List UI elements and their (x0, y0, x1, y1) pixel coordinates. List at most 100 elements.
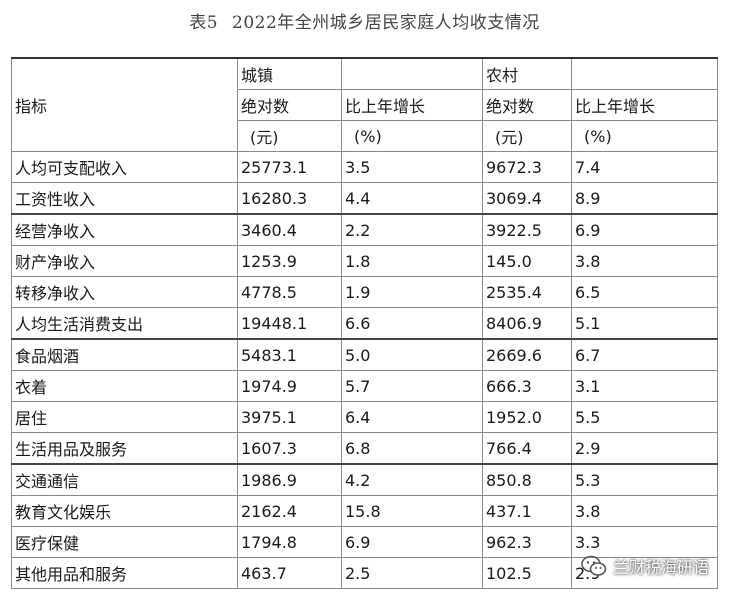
rural-absolute-cell: 1952.0 (482, 401, 572, 433)
watermark-text: 兰财税海研语 (612, 558, 709, 577)
table-row: 生活用品及服务 1607.3 6.8 766.4 2.9 (11, 432, 718, 465)
rural-header-blank (571, 57, 718, 90)
urban-absolute-cell: 5483.1 (237, 338, 342, 371)
row-label: 教育文化娱乐 (11, 495, 238, 527)
rural-header: 农村 (482, 57, 572, 90)
table-row: 其他用品和服务 463.7 2.5 102.5 2.9 (11, 557, 718, 589)
urban-growth-cell: 5.7 (341, 370, 483, 402)
table-title: 表5 2022年全州城乡居民家庭人均收支情况 (0, 8, 729, 33)
rural-absolute-cell: 2669.6 (482, 338, 572, 371)
table-number: 表5 (189, 13, 219, 33)
rural-absolute-cell: 437.1 (482, 495, 572, 527)
rural-growth-cell: 6.7 (571, 338, 718, 371)
table-row: 教育文化娱乐 2162.4 15.8 437.1 3.8 (11, 495, 718, 527)
income-expenditure-table: 指标 城镇 农村 绝对数 比上年增长 绝对数 比上年增长 (元) (%) (元)… (11, 57, 718, 589)
urban-growth-cell: 4.4 (341, 182, 483, 215)
row-label: 人均可支配收入 (11, 151, 238, 183)
urban-absolute-cell: 1794.8 (237, 526, 342, 558)
urban-absolute-cell: 1986.9 (237, 463, 342, 496)
urban-growth-cell: 6.9 (341, 526, 483, 558)
rural-growth-cell: 5.1 (571, 307, 718, 340)
table-caption: 2022年全州城乡居民家庭人均收支情况 (232, 13, 540, 33)
urban-absolute-cell: 1974.9 (237, 370, 342, 402)
rural-absolute-cell: 2535.4 (482, 276, 572, 308)
table-row: 工资性收入 16280.3 4.4 3069.4 8.9 (11, 182, 718, 215)
urban-absolute-header: 绝对数 (237, 89, 342, 121)
table-row: 经营净收入 3460.4 2.2 3922.5 6.9 (11, 213, 718, 246)
urban-growth-cell: 5.0 (341, 338, 483, 371)
rural-growth-cell: 6.5 (571, 276, 718, 308)
row-label: 居住 (11, 401, 238, 433)
wechat-icon (581, 555, 607, 576)
rural-growth-cell: 2.9 (571, 432, 718, 465)
urban-growth-cell: 3.5 (341, 151, 483, 183)
table-row: 交通通信 1986.9 4.2 850.8 5.3 (11, 463, 718, 496)
urban-absolute-cell: 3975.1 (237, 401, 342, 433)
urban-growth-cell: 1.9 (341, 276, 483, 308)
rural-unit-yuan: (元) (482, 120, 572, 152)
table-row: 人均可支配收入 25773.1 3.5 9672.3 7.4 (11, 151, 718, 183)
urban-growth-cell: 15.8 (341, 495, 483, 527)
rural-growth-cell: 5.5 (571, 401, 718, 433)
rural-unit-pct: (%) (571, 120, 718, 152)
urban-absolute-cell: 4778.5 (237, 276, 342, 308)
row-label: 转移净收入 (11, 276, 238, 308)
row-label: 人均生活消费支出 (11, 307, 238, 340)
urban-growth-cell: 2.5 (341, 557, 483, 589)
rural-growth-cell: 3.1 (571, 370, 718, 402)
rural-absolute-cell: 9672.3 (482, 151, 572, 183)
header-row-2: 绝对数 比上年增长 绝对数 比上年增长 (12, 89, 718, 121)
table-row: 人均生活消费支出 19448.1 6.6 8406.9 5.1 (11, 307, 718, 340)
rural-absolute-cell: 3069.4 (482, 182, 572, 215)
urban-absolute-cell: 1607.3 (237, 432, 342, 465)
urban-absolute-cell: 19448.1 (237, 307, 342, 340)
watermark: 兰财税海研语 (581, 554, 709, 578)
rural-absolute-cell: 962.3 (482, 526, 572, 558)
table-row: 转移净收入 4778.5 1.9 2535.4 6.5 (11, 276, 718, 308)
urban-growth-cell: 2.2 (341, 213, 483, 246)
rural-growth-cell: 3.3 (571, 526, 718, 558)
rural-absolute-cell: 766.4 (482, 432, 572, 465)
rural-growth-cell: 8.9 (571, 182, 718, 215)
rural-growth-header: 比上年增长 (571, 89, 718, 121)
row-label: 其他用品和服务 (11, 557, 238, 589)
row-label: 医疗保健 (11, 526, 238, 558)
urban-absolute-cell: 2162.4 (237, 495, 342, 527)
urban-header: 城镇 (237, 57, 342, 90)
rural-growth-cell: 3.8 (571, 495, 718, 527)
row-label: 工资性收入 (11, 182, 238, 215)
urban-header-blank (341, 57, 483, 90)
urban-growth-cell: 6.6 (341, 307, 483, 340)
table-row: 食品烟酒 5483.1 5.0 2669.6 6.7 (11, 338, 718, 371)
rural-growth-cell: 6.9 (571, 213, 718, 246)
urban-growth-cell: 6.8 (341, 432, 483, 465)
header-row-1: 指标 城镇 农村 (11, 57, 718, 152)
row-label: 生活用品及服务 (11, 432, 238, 465)
rural-growth-cell: 7.4 (571, 151, 718, 183)
row-label: 食品烟酒 (11, 338, 238, 371)
urban-absolute-cell: 25773.1 (237, 151, 342, 183)
urban-unit-pct: (%) (341, 120, 483, 152)
header-row-units: (元) (%) (元) (%) (12, 120, 718, 152)
urban-growth-cell: 1.8 (341, 245, 483, 277)
rural-absolute-cell: 8406.9 (482, 307, 572, 340)
urban-absolute-cell: 16280.3 (237, 182, 342, 215)
table-row: 居住 3975.1 6.4 1952.0 5.5 (11, 401, 718, 433)
rural-absolute-cell: 3922.5 (482, 213, 572, 246)
rural-growth-cell: 3.8 (571, 245, 718, 277)
rural-absolute-cell: 850.8 (482, 463, 572, 496)
row-label: 衣着 (11, 370, 238, 402)
urban-growth-header: 比上年增长 (341, 89, 483, 121)
rural-growth-cell: 5.3 (571, 463, 718, 496)
table-row: 衣着 1974.9 5.7 666.3 3.1 (11, 370, 718, 402)
rural-absolute-cell: 102.5 (482, 557, 572, 589)
indicator-header: 指标 (11, 57, 238, 152)
urban-unit-yuan: (元) (237, 120, 342, 152)
row-label: 财产净收入 (11, 245, 238, 277)
row-label: 交通通信 (11, 463, 238, 496)
urban-growth-cell: 4.2 (341, 463, 483, 496)
urban-growth-cell: 6.4 (341, 401, 483, 433)
table-row: 医疗保健 1794.8 6.9 962.3 3.3 (11, 526, 718, 558)
rural-absolute-header: 绝对数 (482, 89, 572, 121)
urban-absolute-cell: 3460.4 (237, 213, 342, 246)
